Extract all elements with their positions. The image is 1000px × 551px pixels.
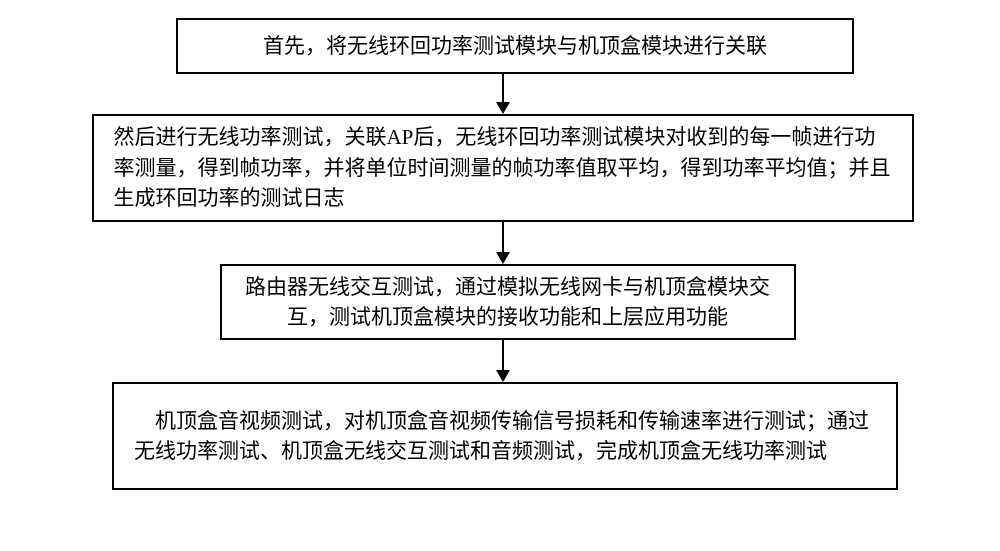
step3-box: 路由器无线交互测试，通过模拟无线网卡与机顶盒模块交互，测试机顶盒模块的接收功能和…: [220, 264, 796, 340]
flowchart-container: 首先，将无线环回功率测试模块与机顶盒模块进行关联 然后进行无线功率测试，关联AP…: [0, 0, 1000, 490]
step1-text: 首先，将无线环回功率测试模块与机顶盒模块进行关联: [263, 31, 767, 61]
arrow-line: [502, 222, 504, 252]
arrow-3: [496, 340, 510, 382]
step4-text: 机顶盒音视频测试，对机顶盒音视频传输信号损耗和传输速率进行测试；通过无线功率测试…: [134, 406, 876, 467]
arrow-line: [502, 74, 504, 102]
arrow-1: [496, 74, 510, 114]
arrow-head-icon: [496, 102, 510, 114]
arrow-head-icon: [496, 370, 510, 382]
step2-box: 然后进行无线功率测试，关联AP后，无线环回功率测试模块对收到的每一帧进行功率测量…: [92, 114, 914, 222]
step3-text: 路由器无线交互测试，通过模拟无线网卡与机顶盒模块交互，测试机顶盒模块的接收功能和…: [242, 272, 774, 333]
arrow-2: [496, 222, 510, 264]
arrow-head-icon: [496, 252, 510, 264]
step4-box: 机顶盒音视频测试，对机顶盒音视频传输信号损耗和传输速率进行测试；通过无线功率测试…: [112, 382, 898, 490]
step2-text: 然后进行无线功率测试，关联AP后，无线环回功率测试模块对收到的每一帧进行功率测量…: [114, 122, 892, 213]
arrow-line: [502, 340, 504, 370]
step1-box: 首先，将无线环回功率测试模块与机顶盒模块进行关联: [176, 18, 854, 74]
